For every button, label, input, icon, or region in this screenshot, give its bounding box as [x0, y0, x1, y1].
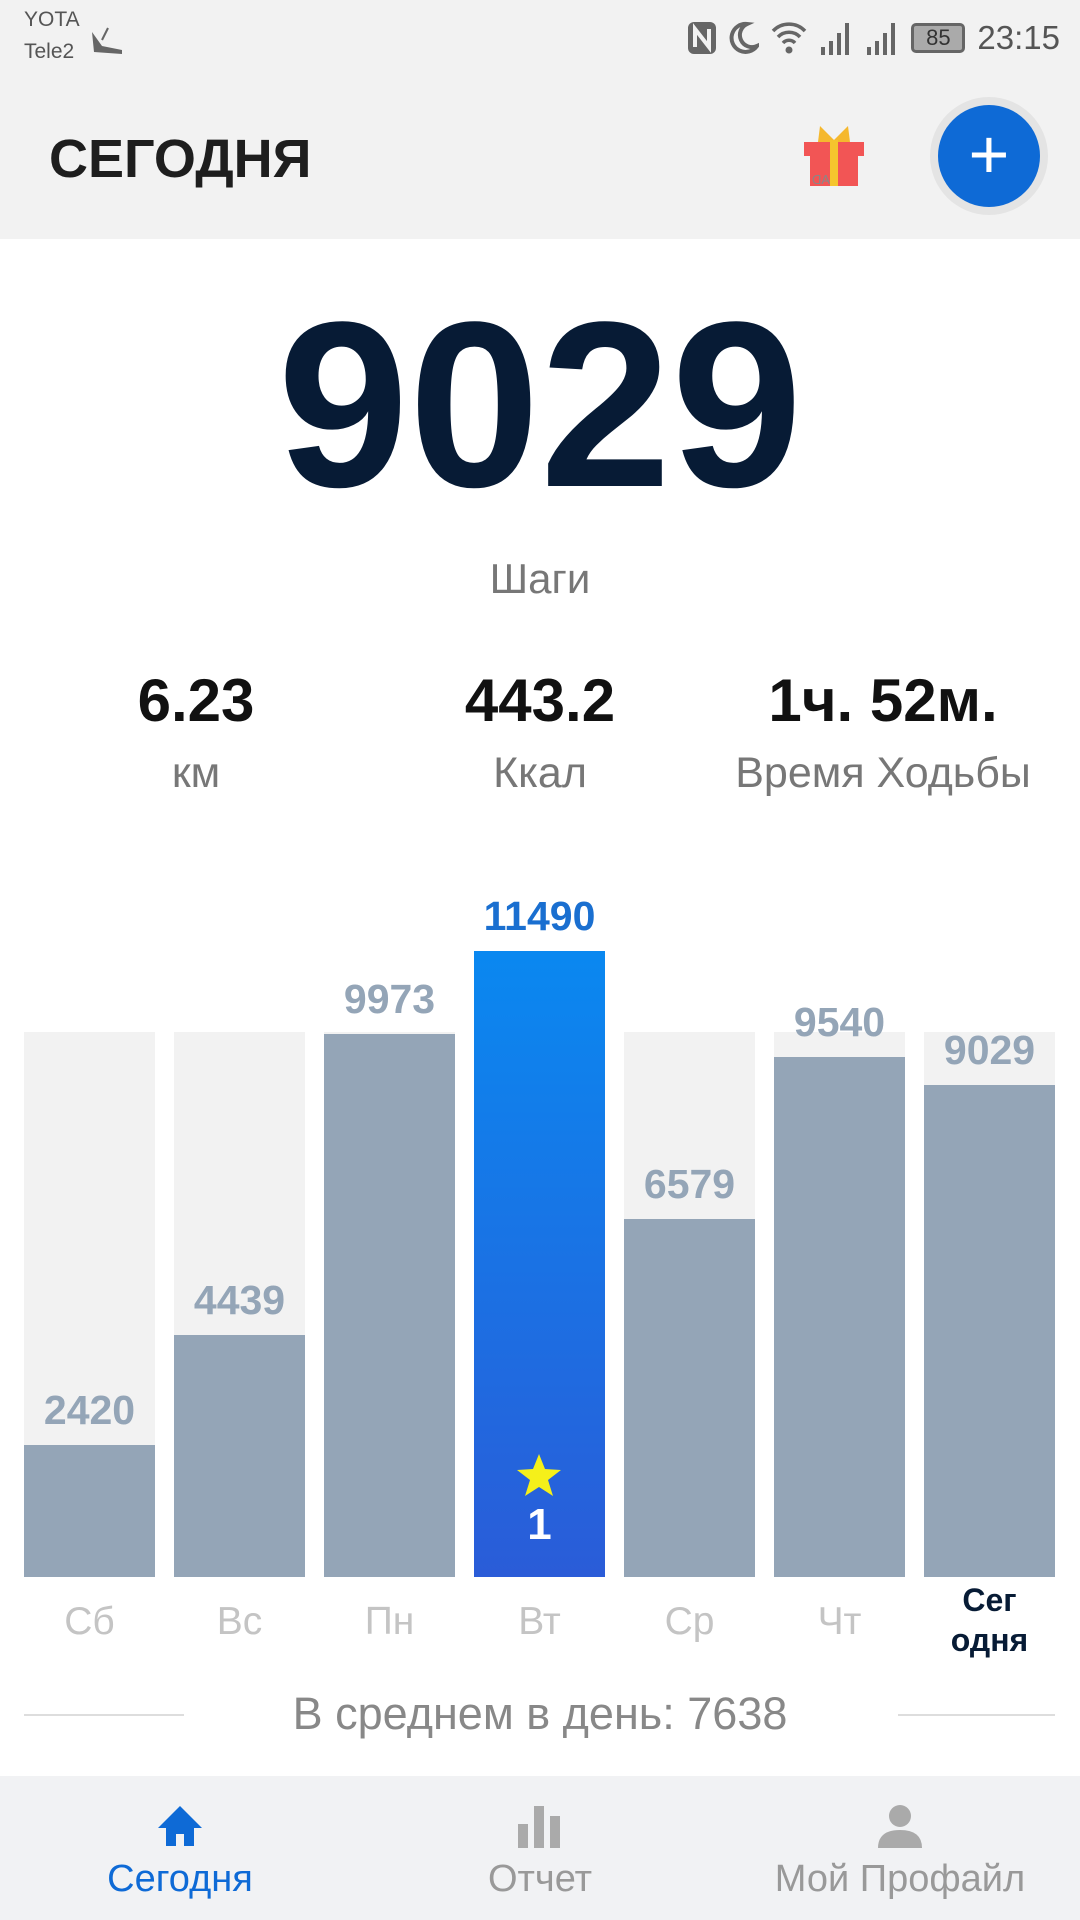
bar [924, 1085, 1055, 1577]
stat-calories: 443.2 Ккал [360, 666, 720, 798]
divider [898, 1714, 1055, 1716]
battery-level: 85 [926, 25, 951, 50]
carrier-2: Tele2 [24, 40, 75, 63]
bar [774, 1057, 905, 1577]
nfc-icon [688, 22, 717, 54]
stat-label: км [171, 749, 221, 797]
steps-label: Шаги [489, 555, 591, 602]
bottom-nav: Сегодня Отчет Мой Профайл [0, 1776, 1080, 1920]
tab-label: Мой Профайл [774, 1858, 1026, 1900]
ad-badge: AD [812, 172, 830, 187]
battery-icon: 85 [911, 23, 966, 53]
bar-chart-icon [518, 1806, 560, 1848]
wifi-icon [772, 22, 807, 54]
bar [624, 1218, 755, 1577]
stat-value: 1ч. 52м. [768, 667, 998, 734]
stat-value: 443.2 [464, 667, 616, 734]
stat-distance: 6.23 км [16, 666, 376, 798]
clock: 23:15 [977, 19, 1060, 56]
status-bar: YOTA Tele2 85 23:15 [0, 0, 1080, 80]
bar-value-label: 11490 [483, 893, 596, 939]
bar-track [924, 1032, 1055, 1577]
day-label: Сег одня [950, 1582, 1029, 1658]
add-button[interactable]: + [930, 97, 1048, 215]
bar-track [324, 1032, 455, 1577]
stat-value: 6.23 [137, 667, 255, 734]
weekly-steps-chart: 2420 Сб 4439 Вс 9973 Пн 11490 Вт 1 6579 Ср 9540 Чт 90… [24, 893, 1055, 1658]
moon-icon [730, 21, 760, 54]
tab-report[interactable]: Отчет [360, 1776, 720, 1920]
day-label: Вс [216, 1600, 263, 1643]
bar [324, 1033, 455, 1577]
bar-track [24, 1032, 155, 1577]
home-icon [158, 1806, 202, 1846]
bar-track [174, 1032, 305, 1577]
rank-badge: 1 [527, 1500, 552, 1549]
header: СЕГОДНЯ AD + [0, 80, 1080, 239]
bar-value-label: 9029 [943, 1027, 1036, 1074]
person-icon [878, 1805, 922, 1848]
steps-count: 9029 [277, 273, 803, 537]
day-label: Сб [64, 1600, 115, 1643]
bar [474, 951, 605, 1577]
day-label: Пн [364, 1600, 415, 1643]
day-label: Вт [518, 1600, 561, 1643]
divider [24, 1714, 184, 1716]
tab-label: Отчет [487, 1858, 593, 1900]
star-icon [517, 1454, 561, 1496]
tab-today[interactable]: Сегодня [0, 1776, 360, 1920]
day-label: Чт [817, 1600, 862, 1643]
day-label: Ср [664, 1600, 715, 1643]
carrier-1: YOTA [24, 8, 80, 31]
bar-value-label: 6579 [643, 1160, 736, 1207]
shoe-icon [92, 27, 122, 54]
bar [174, 1335, 305, 1577]
bar-track [774, 1032, 905, 1577]
bar-value-label: 9540 [793, 999, 886, 1046]
signal-icon [821, 23, 850, 55]
plus-icon: + [938, 105, 1040, 207]
stat-time: 1ч. 52м. Время Ходьбы [703, 666, 1063, 798]
page-title: СЕГОДНЯ [49, 129, 312, 189]
bar [24, 1445, 155, 1577]
bar-track [624, 1032, 755, 1577]
signal-icon [867, 23, 896, 55]
status-icons: 85 23:15 [687, 14, 1060, 62]
tab-profile[interactable]: Мой Профайл [720, 1776, 1080, 1920]
stat-label: Время Ходьбы [735, 749, 1031, 797]
bar-value-label: 2420 [43, 1387, 136, 1434]
daily-average: В среднем в день: 7638 [292, 1688, 788, 1739]
gift-ad-icon[interactable]: AD [802, 122, 866, 188]
stat-label: Ккал [493, 749, 587, 797]
tab-label: Сегодня [107, 1858, 253, 1900]
bar-value-label: 9973 [343, 975, 436, 1022]
bar-value-label: 4439 [193, 1277, 286, 1324]
